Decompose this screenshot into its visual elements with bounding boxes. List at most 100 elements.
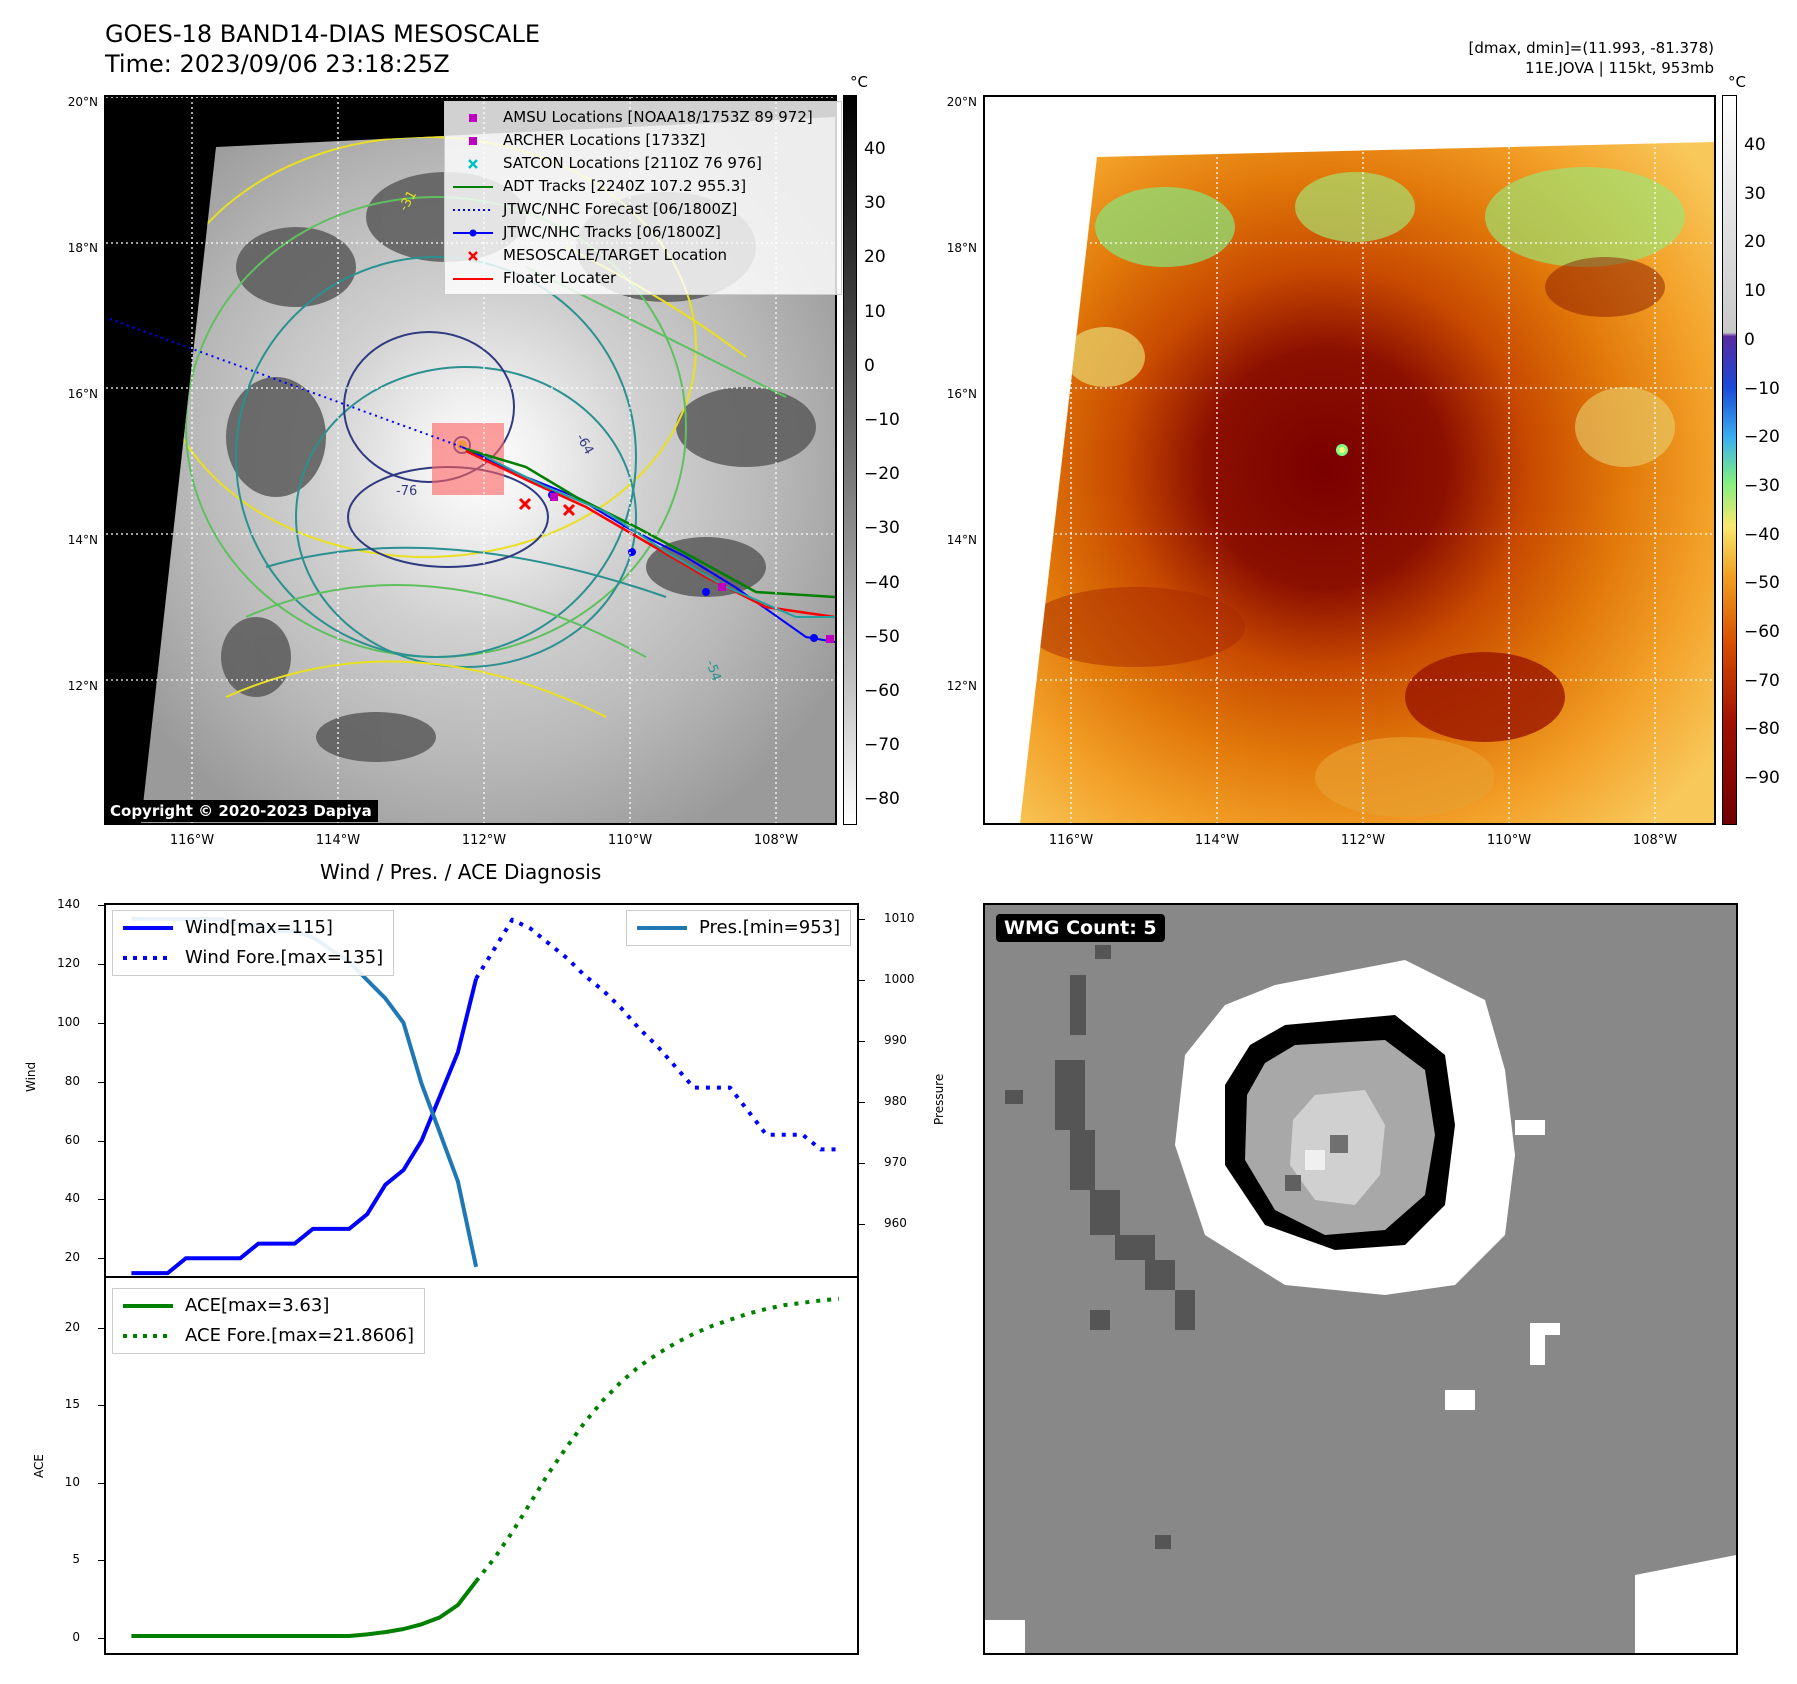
- contour-label-76: -76: [396, 484, 417, 499]
- colorbar-tick-label: −40: [1744, 524, 1780, 545]
- storm-info-text: 11E.JOVA | 115kt, 953mb: [1525, 59, 1714, 77]
- wmg-panel: [983, 903, 1738, 1655]
- color-lon-label-114w: 114°W: [1194, 833, 1240, 848]
- legend-swatch-ace: [123, 1301, 173, 1311]
- colorbar-tick-label: 30: [1744, 183, 1766, 204]
- ir-lon-label-110w: 110°W: [607, 833, 653, 848]
- color-lon-label-116w: 116°W: [1048, 833, 1094, 848]
- legend-item-ace: ACE[max=3.63]: [123, 1291, 414, 1321]
- color-lon-label-112w: 112°W: [1340, 833, 1386, 848]
- pressure-tick-label: 990: [884, 1033, 907, 1048]
- wind-tick-label: 40: [64, 1191, 80, 1206]
- colorbar-tick-label: 0: [864, 355, 875, 376]
- legend-label-ace: ACE[max=3.63]: [185, 1295, 330, 1316]
- color-lon-label-110w: 110°W: [1486, 833, 1532, 848]
- legend-swatch-pressure: [637, 923, 687, 933]
- ir-lat-label-20n: 20°N: [67, 95, 98, 109]
- legend-item: Floater Locater: [453, 267, 833, 290]
- wind-tick-mark: [98, 905, 104, 906]
- color-colorbar: [1722, 95, 1737, 825]
- wmg-count-label: WMG Count: 5: [996, 914, 1165, 942]
- wind-tick-mark: [98, 1199, 104, 1201]
- legend-item-wind-fore: Wind Fore.[max=135]: [123, 943, 383, 973]
- ace-legend: ACE[max=3.63] ACE Fore.[max=21.8606]: [112, 1288, 425, 1354]
- legend-symbol: [453, 272, 493, 286]
- colorbar-tick-label: −50: [1744, 573, 1780, 594]
- wind-tick-mark: [98, 1140, 104, 1142]
- color-lon-label-108w: 108°W: [1632, 833, 1678, 848]
- pressure-tick-mark: [859, 980, 865, 982]
- ace-tick-label: 20: [64, 1319, 80, 1334]
- pressure-tick-label: 1000: [884, 972, 915, 987]
- colorbar-tick-label: 10: [864, 301, 886, 322]
- legend-label-ace-fore: ACE Fore.[max=21.8606]: [185, 1325, 414, 1346]
- ace-axis-label: ACE: [32, 1454, 46, 1478]
- ace-tick-mark: [98, 1637, 104, 1639]
- ir-lon-label-114w: 114°W: [315, 833, 361, 848]
- color-colorbar-unit: °C: [1728, 73, 1746, 91]
- ace-tick-mark: [98, 1327, 104, 1329]
- color-lat-label-14n: 14°N: [946, 533, 977, 547]
- pressure-tick-label: 970: [884, 1155, 907, 1170]
- pressure-tick-label: 1010: [884, 911, 915, 926]
- legend-item: AMSU Locations [NOAA18/1753Z 89 972]: [453, 106, 833, 129]
- pressure-tick-label: 960: [884, 1216, 907, 1231]
- ir-legend: AMSU Locations [NOAA18/1753Z 89 972] ARCH…: [444, 101, 842, 295]
- ace-tick-mark: [98, 1482, 104, 1484]
- ace-tick-label: 10: [64, 1474, 80, 1489]
- legend-label: ARCHER Locations [1733Z]: [503, 131, 706, 149]
- legend-label: SATCON Locations [2110Z 76 976]: [503, 154, 762, 172]
- legend-symbol: [453, 157, 493, 171]
- color-ir-panel: [983, 95, 1716, 825]
- colorbar-tick-label: −10: [1744, 378, 1780, 399]
- colorbar-tick-label: −80: [1744, 719, 1780, 740]
- colorbar-tick-label: 40: [864, 139, 886, 159]
- legend-label-wind: Wind[max=115]: [185, 917, 333, 938]
- pressure-tick-mark: [859, 919, 865, 921]
- ace-tick-label: 15: [64, 1397, 80, 1412]
- wind-legend: Wind[max=115] Wind Fore.[max=135]: [112, 910, 395, 976]
- legend-item-wind: Wind[max=115]: [123, 913, 383, 943]
- colorbar-tick-label: 20: [864, 247, 886, 268]
- ace-forecast-series-line: [474, 1296, 840, 1583]
- colorbar-tick-label: −90: [1744, 768, 1780, 789]
- wmg-image: [985, 905, 1736, 1653]
- legend-label-wind-fore: Wind Fore.[max=135]: [185, 947, 384, 968]
- wind-tick-mark: [98, 1258, 104, 1260]
- colorbar-tick-label: 40: [1744, 135, 1766, 155]
- legend-item-ace-fore: ACE Fore.[max=21.8606]: [123, 1321, 414, 1351]
- colorbar-tick-label: 20: [1744, 232, 1766, 253]
- ir-colorbar: [843, 95, 857, 825]
- legend-swatch-wind-fore: [123, 953, 173, 963]
- ace-series-line: [131, 1580, 478, 1638]
- pressure-tick-mark: [859, 1224, 865, 1226]
- ace-tick-label: 0: [72, 1629, 80, 1644]
- ace-tick-mark: [98, 1560, 104, 1562]
- wind-tick-label: 140: [57, 897, 80, 911]
- legend-symbol: [453, 249, 493, 263]
- color-ir-image: [985, 97, 1714, 823]
- ir-lon-label-116w: 116°W: [169, 833, 215, 848]
- pressure-legend: Pres.[min=953]: [626, 910, 852, 946]
- color-lat-label-12n: 12°N: [946, 679, 977, 693]
- legend-swatch-wind: [123, 923, 173, 933]
- ir-colorbar-unit: °C: [850, 73, 868, 91]
- legend-label: ADT Tracks [2240Z 107.2 955.3]: [503, 177, 747, 195]
- wind-tick-label: 80: [64, 1073, 80, 1088]
- legend-label: Floater Locater: [503, 269, 617, 287]
- legend-symbol: [453, 203, 493, 217]
- contour-label-54: -54: [702, 658, 723, 683]
- colorbar-tick-label: 10: [1744, 281, 1766, 302]
- ir-lat-label-16n: 16°N: [67, 387, 98, 401]
- copyright-badge: Copyright © 2020-2023 Dapiya: [104, 800, 378, 822]
- figure-time: Time: 2023/09/06 23:18:25Z: [105, 50, 450, 78]
- legend-label-pressure: Pres.[min=953]: [699, 917, 841, 938]
- colorbar-tick-label: −70: [864, 735, 900, 756]
- legend-label: AMSU Locations [NOAA18/1753Z 89 972]: [503, 108, 813, 126]
- colorbar-tick-label: −20: [864, 464, 900, 485]
- wind-tick-mark: [98, 963, 104, 965]
- wind-tick-label: 100: [57, 1014, 80, 1029]
- ir-lat-label-12n: 12°N: [67, 679, 98, 693]
- track-lines: [109, 318, 835, 643]
- colorbar-tick-label: −70: [1744, 670, 1780, 691]
